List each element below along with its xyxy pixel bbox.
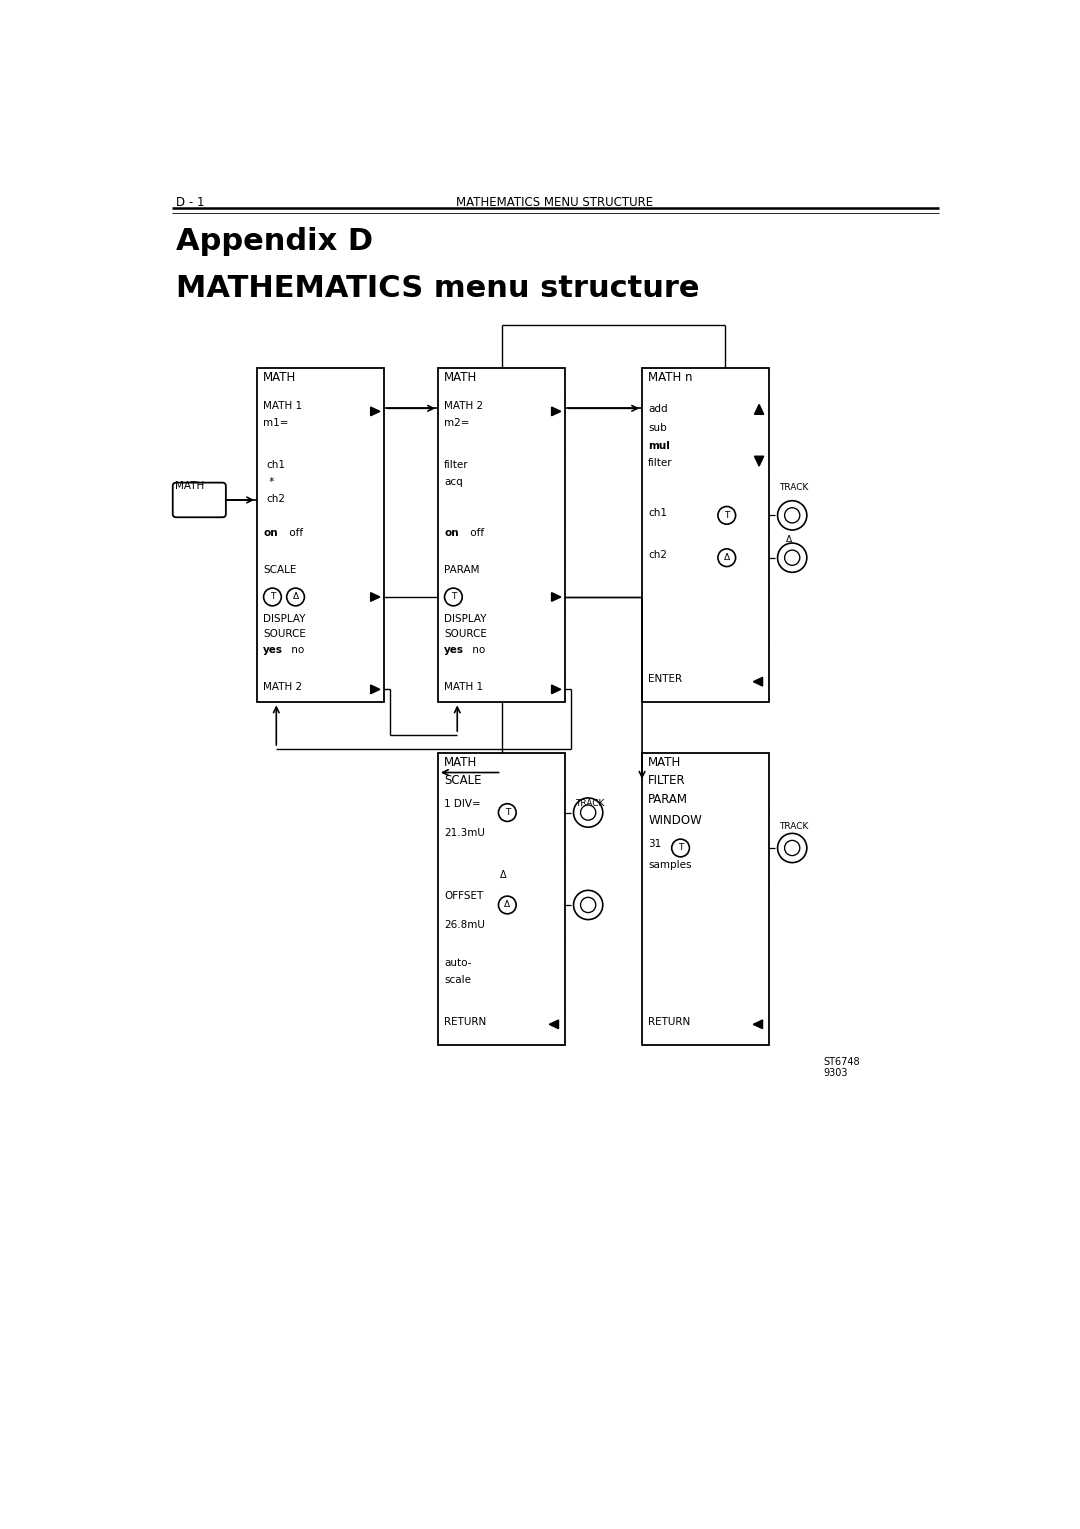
Text: ST6748
9303: ST6748 9303 xyxy=(823,1057,860,1078)
Text: 26.8mU: 26.8mU xyxy=(444,920,485,930)
Text: RETURN: RETURN xyxy=(648,1017,690,1026)
Text: Δ: Δ xyxy=(724,553,730,563)
Text: FILTER: FILTER xyxy=(648,774,686,787)
Bar xyxy=(438,367,565,702)
Text: RETURN: RETURN xyxy=(444,1017,486,1026)
Text: m2=: m2= xyxy=(444,419,470,428)
Polygon shape xyxy=(552,685,561,694)
Text: Δ: Δ xyxy=(504,901,511,910)
Text: TRACK: TRACK xyxy=(779,483,809,492)
Text: Δ: Δ xyxy=(500,870,507,879)
FancyBboxPatch shape xyxy=(173,483,226,517)
Text: MATH 1: MATH 1 xyxy=(264,402,302,411)
Text: ch1: ch1 xyxy=(267,460,285,469)
Polygon shape xyxy=(754,677,762,687)
Polygon shape xyxy=(370,593,380,601)
Text: MATH: MATH xyxy=(264,370,296,384)
Polygon shape xyxy=(370,685,380,694)
Text: TRACK: TRACK xyxy=(779,821,809,830)
Text: *: * xyxy=(267,477,274,486)
Text: MATH: MATH xyxy=(444,755,477,769)
Text: filter: filter xyxy=(648,459,673,468)
Text: DISPLAY: DISPLAY xyxy=(444,615,487,624)
Text: MATHEMATICS MENU STRUCTURE: MATHEMATICS MENU STRUCTURE xyxy=(457,196,653,209)
Text: PARAM: PARAM xyxy=(444,564,480,575)
Text: off: off xyxy=(468,528,485,538)
Text: T: T xyxy=(504,807,510,816)
Polygon shape xyxy=(552,407,561,416)
Text: mul: mul xyxy=(648,442,670,451)
Text: MATH n: MATH n xyxy=(648,370,692,384)
Text: off: off xyxy=(286,528,303,538)
Text: on: on xyxy=(264,528,278,538)
Text: Δ: Δ xyxy=(786,535,793,544)
Text: MATH 2: MATH 2 xyxy=(264,682,302,691)
Bar xyxy=(438,752,565,1046)
Text: 1 DIV=: 1 DIV= xyxy=(444,798,481,809)
Text: MATH: MATH xyxy=(648,755,681,769)
Polygon shape xyxy=(550,1020,558,1029)
Text: SCALE: SCALE xyxy=(444,774,482,787)
Text: yes: yes xyxy=(444,645,464,654)
Text: SOURCE: SOURCE xyxy=(264,630,306,639)
Text: ch1: ch1 xyxy=(648,508,667,518)
Text: Δ: Δ xyxy=(293,592,298,601)
Text: m1=: m1= xyxy=(264,419,288,428)
Text: DISPLAY: DISPLAY xyxy=(264,615,306,624)
Text: WINDOW: WINDOW xyxy=(648,813,702,827)
Text: T: T xyxy=(724,511,729,520)
Text: T: T xyxy=(678,844,684,853)
Text: 31: 31 xyxy=(648,839,661,849)
Text: filter: filter xyxy=(444,460,469,469)
Text: no: no xyxy=(288,645,305,654)
Polygon shape xyxy=(754,1020,762,1029)
Text: ch2: ch2 xyxy=(267,494,285,503)
Text: MATH 1: MATH 1 xyxy=(444,682,483,691)
Polygon shape xyxy=(370,407,380,416)
Text: MATH: MATH xyxy=(444,370,477,384)
Text: T: T xyxy=(450,592,456,601)
Bar xyxy=(257,367,384,702)
Polygon shape xyxy=(552,593,561,601)
Polygon shape xyxy=(755,456,764,466)
Text: PARAM: PARAM xyxy=(648,792,688,806)
Text: samples: samples xyxy=(648,861,691,870)
Text: ch2: ch2 xyxy=(648,550,667,560)
Text: no: no xyxy=(469,645,485,654)
Text: add: add xyxy=(648,405,667,414)
Text: MATH: MATH xyxy=(175,480,204,491)
Text: D - 1: D - 1 xyxy=(176,196,205,209)
Text: MATHEMATICS menu structure: MATHEMATICS menu structure xyxy=(176,274,700,303)
Text: MATH 2: MATH 2 xyxy=(444,402,483,411)
Bar xyxy=(642,752,769,1046)
Text: TRACK: TRACK xyxy=(575,800,605,809)
Text: ENTER: ENTER xyxy=(648,674,683,683)
Text: on: on xyxy=(444,528,459,538)
Text: OFFSET: OFFSET xyxy=(444,891,484,901)
Text: SCALE: SCALE xyxy=(264,564,297,575)
Text: auto-: auto- xyxy=(444,959,472,968)
Text: acq: acq xyxy=(444,477,463,486)
Text: SOURCE: SOURCE xyxy=(444,630,487,639)
Text: scale: scale xyxy=(444,976,471,985)
Text: T: T xyxy=(270,592,275,601)
Text: yes: yes xyxy=(264,645,283,654)
Polygon shape xyxy=(755,405,764,414)
Bar xyxy=(642,367,769,702)
Text: sub: sub xyxy=(648,424,667,433)
Text: 21.3mU: 21.3mU xyxy=(444,829,485,838)
Text: Appendix D: Appendix D xyxy=(176,228,374,257)
